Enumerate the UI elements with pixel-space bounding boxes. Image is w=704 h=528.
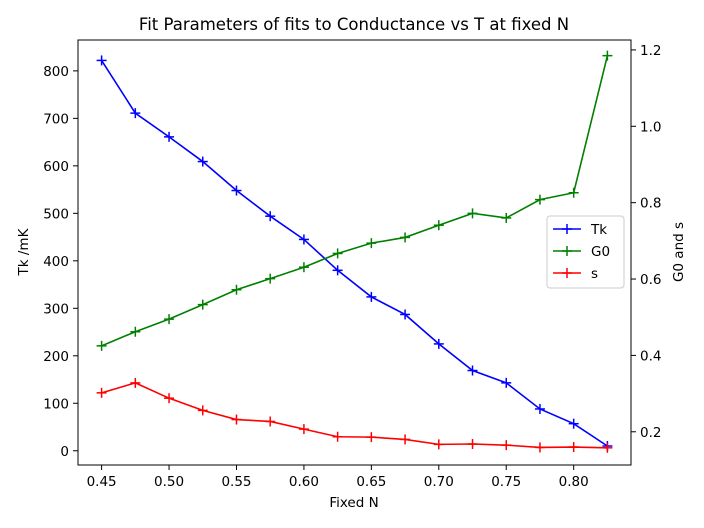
data-point-s [366,432,377,443]
legend-item-Tk: Tk [553,222,607,238]
x-tick-label: 0.45 [87,474,117,490]
data-point-s [568,442,579,453]
data-point-s [602,442,613,453]
data-point-Tk [467,365,478,376]
y-right-tick-label: 0.4 [640,348,661,364]
y-right-tick-label: 0.2 [640,425,661,441]
data-point-G0 [467,208,478,219]
data-point-Tk [164,131,175,142]
y-right-tick-label: 1.2 [640,43,661,59]
data-point-Tk [433,338,444,349]
y-axis-left: 0 100 200 300 400 500 600 700 800 [43,64,78,460]
x-tick-label: 0.75 [491,474,521,490]
data-point-G0 [602,50,613,61]
y-axis-right-label: G0 and s [671,222,687,282]
y-left-tick-label: 700 [43,111,69,127]
chart-title: Fit Parameters of fits to Conductance vs… [139,15,569,34]
y-left-tick-label: 500 [43,206,69,222]
data-point-G0 [366,238,377,249]
series-line-Tk [100,59,608,447]
data-point-G0 [265,273,276,284]
data-point-Tk [534,403,545,414]
x-axis: 0.45 0.50 0.55 0.60 0.65 0.70 0.75 0.80 [87,465,589,490]
data-point-Tk [501,377,512,388]
y-left-tick-label: 800 [43,64,69,80]
legend-label: G0 [591,244,610,260]
data-point-G0 [400,232,411,243]
data-point-s [265,416,276,427]
x-tick-label: 0.60 [289,474,319,490]
data-point-Tk [96,55,107,66]
data-point-Tk [298,234,309,245]
data-point-G0 [332,248,343,259]
series-line-G0 [101,55,609,347]
x-tick-label: 0.80 [559,474,589,490]
y-axis-right: 0.2 0.4 0.6 0.8 1.0 1.2 [631,43,661,441]
data-point-G0 [96,340,107,351]
data-point-G0 [433,220,444,231]
legend-label: Tk [590,222,607,238]
y-left-tick-label: 400 [43,254,69,270]
data-point-G0 [568,187,579,198]
data-point-s [433,439,444,450]
data-point-s [534,442,545,453]
data-point-Tk [231,185,242,196]
data-point-G0 [298,262,309,273]
data-point-s [231,414,242,425]
data-point-Tk [130,108,141,119]
data-point-s [130,377,141,388]
y-right-tick-label: 0.6 [640,272,661,288]
data-point-s [197,405,208,416]
x-axis-label: Fixed N [329,495,378,511]
legend: Tk G0 s [546,215,625,289]
x-tick-label: 0.55 [221,474,251,490]
legend-item-s: s [553,266,598,282]
series-line-s [101,382,608,449]
data-point-Tk [366,291,377,302]
data-point-s [298,424,309,435]
data-point-s [400,434,411,445]
data-point-G0 [534,194,545,205]
legend-box [546,215,625,289]
y-left-tick-label: 600 [43,159,69,175]
y-axis-left-label: Tk /mK [16,227,32,276]
data-point-G0 [231,284,242,295]
plot-frame [77,39,632,466]
data-point-Tk [265,211,276,222]
y-left-tick-label: 100 [43,396,69,412]
data-point-Tk [197,156,208,167]
x-tick-label: 0.70 [424,474,454,490]
data-point-s [501,440,512,451]
data-point-G0 [130,326,141,337]
x-tick-label: 0.50 [154,474,184,490]
y-left-tick-label: 300 [43,301,69,317]
legend-label: s [591,266,598,282]
y-right-tick-label: 1.0 [640,119,661,135]
data-point-G0 [501,212,512,223]
data-point-Tk [332,265,343,276]
legend-item-G0: G0 [553,244,610,260]
data-point-G0 [197,299,208,310]
data-point-s [332,431,343,442]
data-point-s [96,387,107,398]
data-point-G0 [164,314,175,325]
x-tick-label: 0.65 [356,474,386,490]
data-point-s [164,393,175,404]
y-left-tick-label: 200 [43,349,69,365]
y-right-tick-label: 0.8 [640,196,661,212]
data-point-Tk [400,309,411,320]
data-point-s [467,438,478,449]
series-layer [96,50,613,453]
y-left-tick-label: 0 [60,444,69,460]
data-point-Tk [568,418,579,429]
